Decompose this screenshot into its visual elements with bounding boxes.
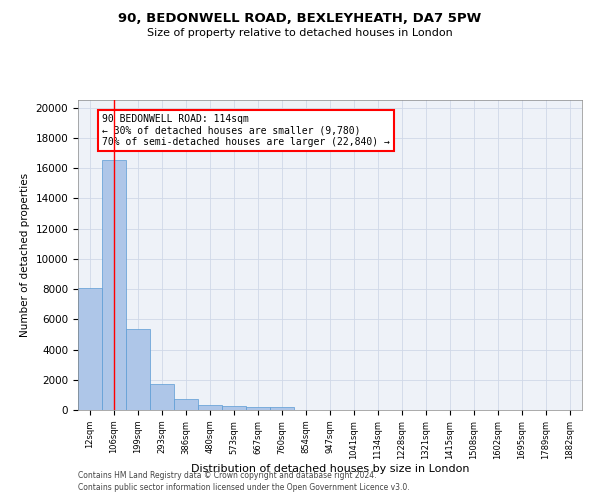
Text: 90 BEDONWELL ROAD: 114sqm
← 30% of detached houses are smaller (9,780)
70% of se: 90 BEDONWELL ROAD: 114sqm ← 30% of detac… (102, 114, 390, 147)
Text: 90, BEDONWELL ROAD, BEXLEYHEATH, DA7 5PW: 90, BEDONWELL ROAD, BEXLEYHEATH, DA7 5PW (118, 12, 482, 26)
Bar (174, 398, 198, 410)
Text: Contains HM Land Registry data © Crown copyright and database right 2024.: Contains HM Land Registry data © Crown c… (78, 471, 377, 480)
X-axis label: Distribution of detached houses by size in London: Distribution of detached houses by size … (191, 464, 469, 474)
Bar (126, 329, 150, 410)
Bar (246, 406, 270, 410)
Y-axis label: Number of detached properties: Number of detached properties (20, 173, 30, 337)
Text: Size of property relative to detached houses in London: Size of property relative to detached ho… (147, 28, 453, 38)
Bar (150, 384, 174, 410)
Text: Contains public sector information licensed under the Open Government Licence v3: Contains public sector information licen… (78, 484, 410, 492)
Bar (78, 288, 102, 410)
Bar (102, 160, 126, 410)
Bar (270, 407, 294, 410)
Bar (222, 406, 246, 410)
Bar (198, 404, 222, 410)
